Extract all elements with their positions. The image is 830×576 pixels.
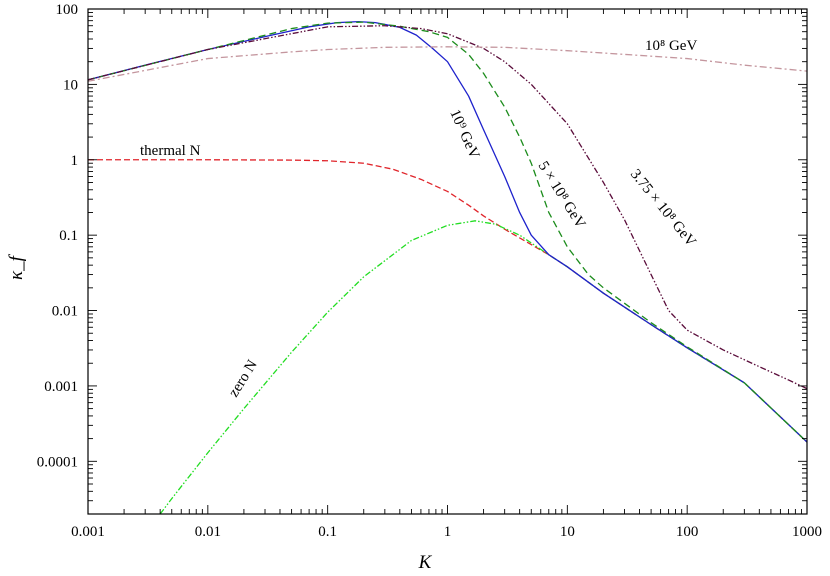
y-tick-label: 10 (63, 77, 78, 93)
series-line-m1e8 (88, 46, 807, 82)
annotation-375e8: 3.75 × 10⁸ GeV (627, 166, 699, 250)
y-axis-title: κ_f (6, 253, 27, 280)
x-tick-label: 1000 (792, 524, 822, 540)
y-tick-label: 0.1 (59, 228, 78, 244)
x-tick-label: 1 (444, 524, 452, 540)
x-tick-label: 0.001 (71, 524, 105, 540)
tick-layer (87, 8, 808, 515)
series-line-m5e8 (88, 21, 807, 443)
x-tick-label: 100 (676, 524, 699, 540)
x-axis-title: K (418, 552, 433, 573)
plot-frame (87, 8, 808, 515)
y-tick-label: 0.01 (52, 304, 78, 320)
series-line-m1e9 (88, 20, 807, 443)
y-tick-label: 0.001 (44, 379, 78, 395)
annotation-1e8: 10⁸ GeV (645, 38, 697, 54)
annotation-zero: zero N (226, 357, 261, 400)
series-line-m375e8 (88, 25, 807, 390)
label-layer: 0.001 0.01 0.1 1 10 100 1000 0.0001 0.001 0.01 0.1… (37, 2, 822, 540)
y-tick-label: 100 (56, 2, 79, 18)
x-tick-label: 0.01 (195, 524, 221, 540)
x-tick-label: 0.1 (318, 524, 337, 540)
series-line-thermal (88, 159, 807, 443)
series-layer (88, 20, 807, 514)
y-tick-label: 1 (71, 153, 79, 169)
annotation-thermal: thermal N (140, 143, 201, 159)
x-tick-label: 10 (560, 524, 575, 540)
y-tick-label: 0.0001 (37, 454, 78, 470)
